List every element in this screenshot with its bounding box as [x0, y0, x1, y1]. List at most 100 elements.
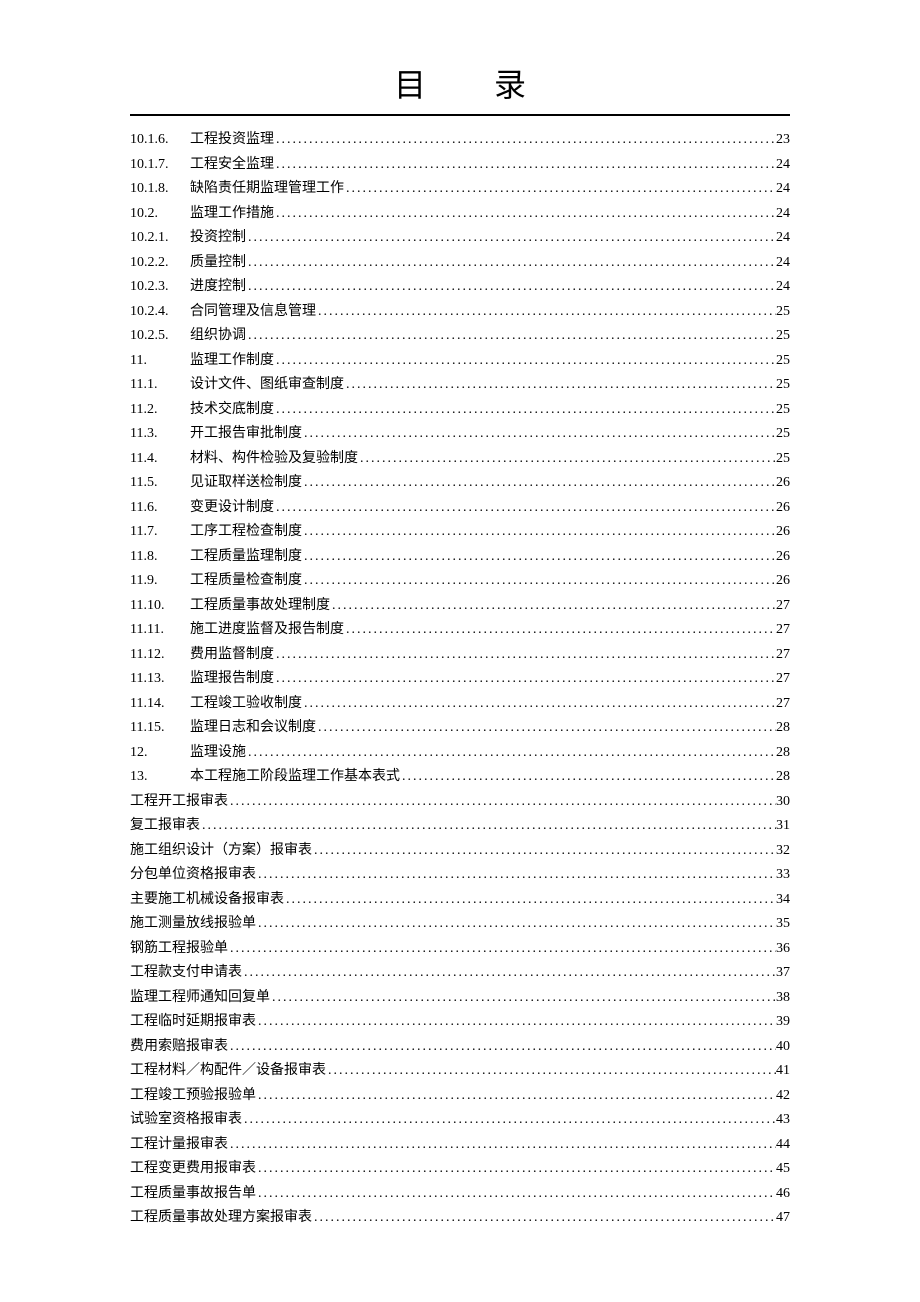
toc-entry: 主要施工机械设备报审表 34	[130, 888, 790, 913]
toc-entry: 13.本工程施工阶段监理工作基本表式 28	[130, 765, 790, 790]
toc-label: 试验室资格报审表	[130, 1108, 242, 1133]
toc-dots	[256, 1010, 776, 1035]
toc-label: 工程质量检查制度	[190, 569, 302, 594]
toc-entry: 工程款支付申请表 37	[130, 961, 790, 986]
toc-dots	[274, 128, 776, 153]
toc-entry: 11.9.工程质量检查制度26	[130, 569, 790, 594]
toc-entry: 工程开工报审表 30	[130, 790, 790, 815]
toc-dots	[330, 594, 776, 619]
toc-number: 11.10.	[130, 594, 190, 619]
toc-entry: 工程临时延期报审表 39	[130, 1010, 790, 1035]
toc-number: 11.1.	[130, 373, 190, 398]
toc-entry: 施工测量放线报验单 35	[130, 912, 790, 937]
toc-entry: 11.12.费用监督制度27	[130, 643, 790, 668]
toc-dots	[312, 839, 776, 864]
toc-page: 43	[776, 1108, 790, 1133]
toc-label: 组织协调	[190, 324, 246, 349]
toc-dots	[316, 716, 776, 741]
toc-dots	[246, 741, 776, 766]
toc-entry: 11.6.变更设计制度26	[130, 496, 790, 521]
toc-entry: 11.14.工程竣工验收制度27	[130, 692, 790, 717]
toc-number: 10.2.1.	[130, 226, 190, 251]
toc-label: 监理工程师通知回复单	[130, 986, 270, 1011]
toc-label: 本工程施工阶段监理工作基本表式	[190, 765, 400, 790]
toc-number: 11.12.	[130, 643, 190, 668]
toc-dots	[228, 1133, 776, 1158]
toc-label: 工程质量事故报告单	[130, 1182, 256, 1207]
toc-page: 26	[776, 496, 790, 521]
toc-entry: 10.2.监理工作措施 24	[130, 202, 790, 227]
toc-number: 10.2.4.	[130, 300, 190, 325]
toc-label: 进度控制	[190, 275, 246, 300]
toc-label: 变更设计制度	[190, 496, 274, 521]
toc-number: 11.4.	[130, 447, 190, 472]
toc-entry: 工程质量事故报告单 46	[130, 1182, 790, 1207]
toc-dots	[256, 1182, 776, 1207]
toc-label: 见证取样送检制度	[190, 471, 302, 496]
toc-number: 10.2.2.	[130, 251, 190, 276]
toc-dots	[256, 1084, 776, 1109]
toc-page: 28	[776, 765, 790, 790]
toc-page: 27	[776, 643, 790, 668]
toc-page: 27	[776, 667, 790, 692]
toc-label: 施工测量放线报验单	[130, 912, 256, 937]
toc-page: 39	[776, 1010, 790, 1035]
toc-page: 37	[776, 961, 790, 986]
toc-dots	[274, 667, 776, 692]
toc-label: 工程安全监理	[190, 153, 274, 178]
toc-dots	[246, 226, 776, 251]
toc-page: 47	[776, 1206, 790, 1231]
toc-entry: 监理工程师通知回复单 38	[130, 986, 790, 1011]
toc-entry: 12.监理设施 28	[130, 741, 790, 766]
toc-page: 25	[776, 324, 790, 349]
toc-dots	[256, 1157, 776, 1182]
toc-number: 11.2.	[130, 398, 190, 423]
toc-number: 10.1.7.	[130, 153, 190, 178]
toc-entry: 11.3.开工报告审批制度25	[130, 422, 790, 447]
toc-page: 36	[776, 937, 790, 962]
toc-entry: 试验室资格报审表 43	[130, 1108, 790, 1133]
toc-number: 11.	[130, 349, 190, 374]
toc-number: 11.13.	[130, 667, 190, 692]
toc-list: 10.1.6.工程投资监理2310.1.7.工程安全监理2410.1.8.缺陷责…	[130, 128, 790, 1231]
toc-number: 10.2.	[130, 202, 190, 227]
toc-number: 11.9.	[130, 569, 190, 594]
toc-dots	[302, 471, 776, 496]
toc-dots	[274, 349, 776, 374]
toc-page: 24	[776, 202, 790, 227]
toc-label: 工程计量报审表	[130, 1133, 228, 1158]
toc-page: 25	[776, 373, 790, 398]
toc-dots	[246, 251, 776, 276]
toc-page: 25	[776, 300, 790, 325]
toc-entry: 复工报审表 31	[130, 814, 790, 839]
toc-label: 分包单位资格报审表	[130, 863, 256, 888]
toc-label: 工程开工报审表	[130, 790, 228, 815]
toc-dots	[270, 986, 776, 1011]
toc-number: 10.2.3.	[130, 275, 190, 300]
toc-dots	[242, 1108, 776, 1133]
toc-page: 28	[776, 716, 790, 741]
toc-number: 11.5.	[130, 471, 190, 496]
toc-label: 施工进度监督及报告制度	[190, 618, 344, 643]
toc-page: 28	[776, 741, 790, 766]
toc-page: 26	[776, 471, 790, 496]
toc-page: 24	[776, 153, 790, 178]
toc-dots	[274, 496, 776, 521]
toc-page: 25	[776, 422, 790, 447]
toc-label: 工程变更费用报审表	[130, 1157, 256, 1182]
toc-dots	[302, 545, 776, 570]
toc-dots	[302, 422, 776, 447]
toc-entry: 10.1.7.工程安全监理 24	[130, 153, 790, 178]
toc-entry: 11.1.设计文件、图纸审查制度25	[130, 373, 790, 398]
toc-dots	[302, 569, 776, 594]
toc-label: 监理工作措施	[190, 202, 274, 227]
toc-label: 费用索赔报审表	[130, 1035, 228, 1060]
toc-number: 11.3.	[130, 422, 190, 447]
toc-dots	[274, 202, 776, 227]
toc-number: 10.2.5.	[130, 324, 190, 349]
toc-entry: 工程计量报审表 44	[130, 1133, 790, 1158]
toc-label: 工序工程检查制度	[190, 520, 302, 545]
toc-page: 24	[776, 275, 790, 300]
toc-entry: 11.13.监理报告制度27	[130, 667, 790, 692]
toc-entry: 10.2.3.进度控制 24	[130, 275, 790, 300]
